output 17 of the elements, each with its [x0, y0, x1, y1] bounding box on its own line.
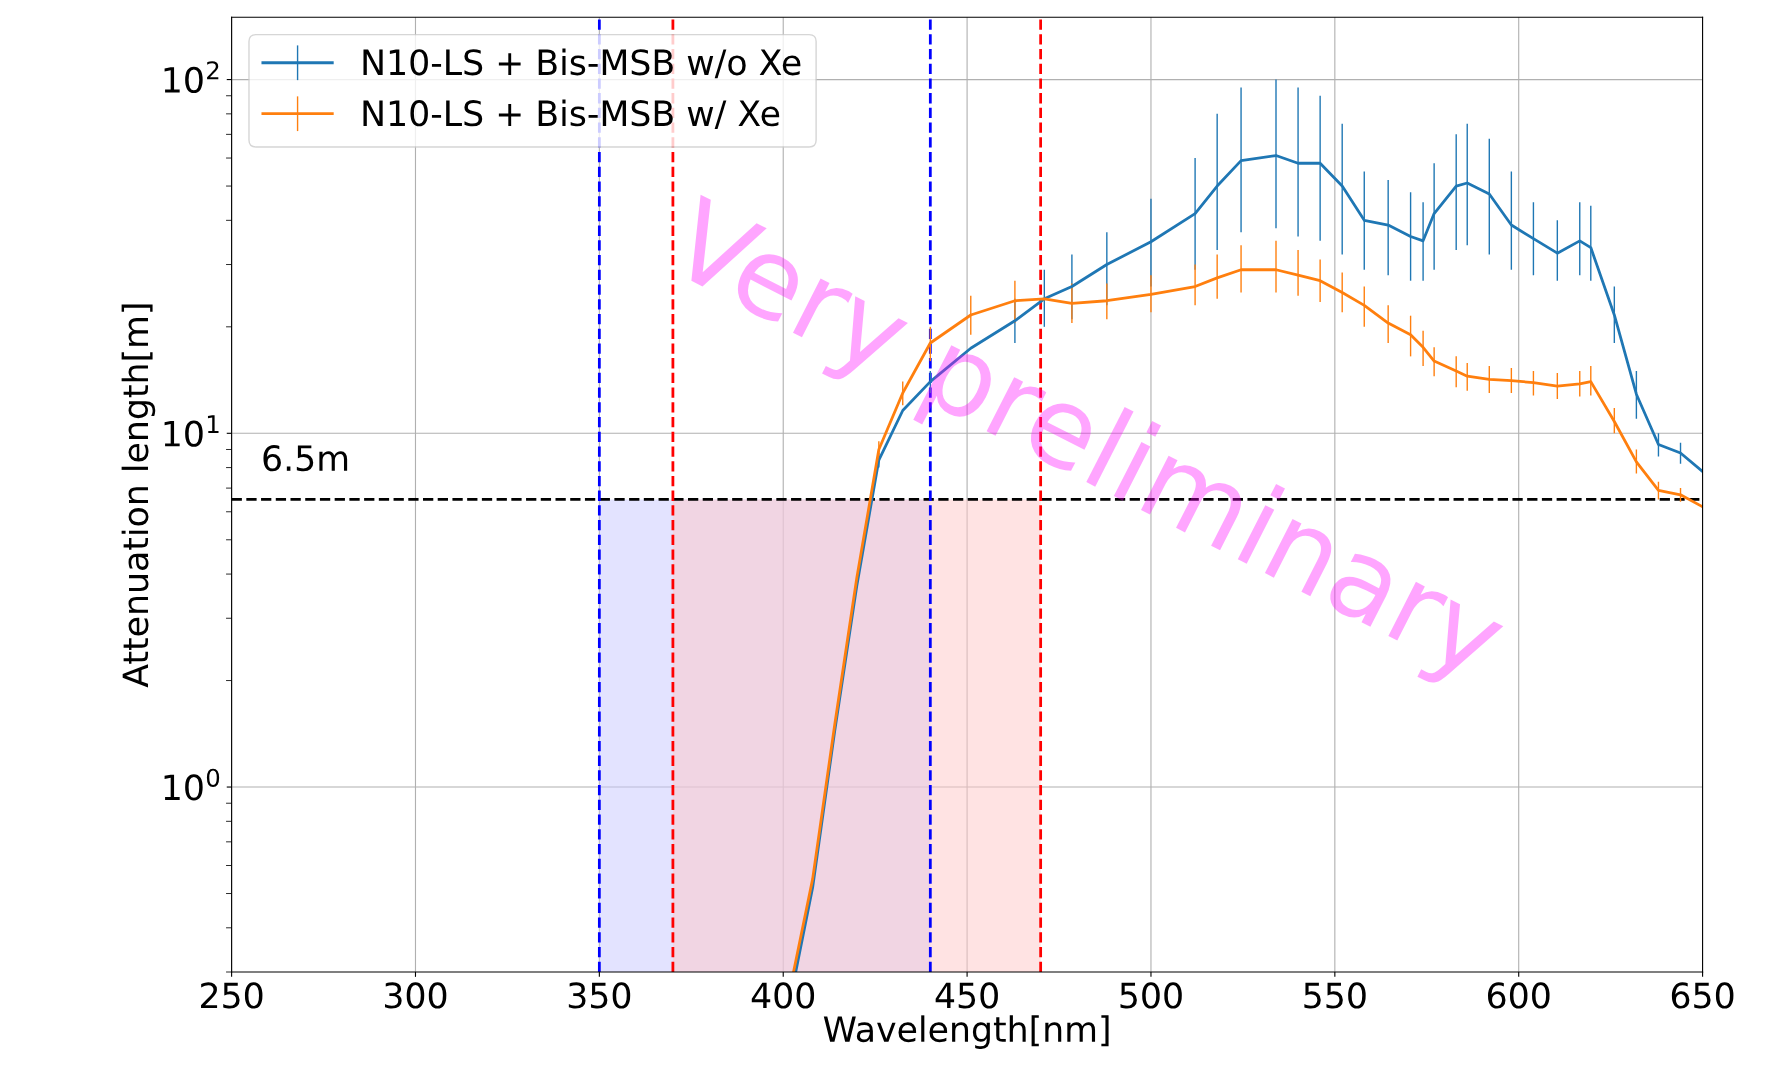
x-tick-label: 300	[384, 982, 447, 1009]
x-tick-label: 350	[568, 982, 631, 1009]
legend-label: N10-LS + Bis-MSB w/o Xe	[363, 48, 801, 79]
x-tick-label: 650	[1671, 982, 1734, 1009]
y-axis-title: Attenuation length[m]	[121, 304, 156, 688]
x-tick-label: 500	[1120, 982, 1182, 1009]
x-tick-label: 400	[751, 982, 815, 1009]
x-tick-label: 550	[1304, 982, 1366, 1009]
ref-line-label: 6.5m	[263, 445, 348, 472]
legend-label: N10-LS + Bis-MSB w/ Xe	[363, 99, 780, 130]
x-tick-label: 450	[935, 982, 998, 1009]
x-axis-title: Wavelength[nm]	[823, 1015, 1109, 1049]
y-tick-label: 10$^{1}$	[164, 415, 219, 447]
x-tick-label: 250	[201, 982, 263, 1009]
y-tick-label: 10$^{0}$	[164, 768, 220, 801]
x-tick-label: 600	[1488, 982, 1550, 1009]
y-tick-label: 10$^{2}$	[164, 61, 219, 93]
